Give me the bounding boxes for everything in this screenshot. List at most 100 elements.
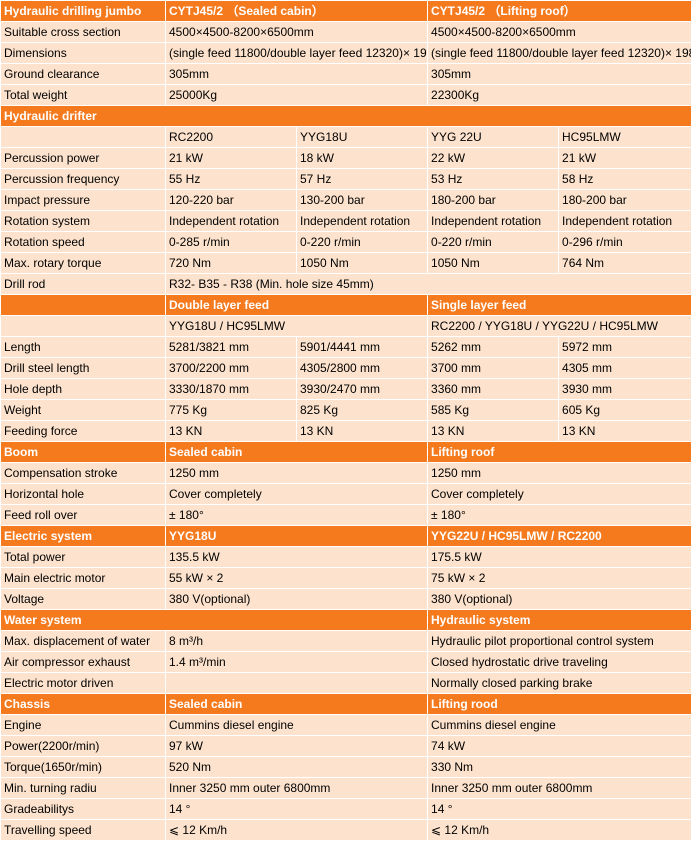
cell: 74 kW — [428, 736, 691, 757]
model-b-header: CYTJ45/2 （Lifting roof） — [428, 1, 691, 22]
cell: Cummins diesel engine — [166, 715, 428, 736]
cell: ± 180° — [428, 505, 691, 526]
table-row: Engine Cummins diesel engine Cummins die… — [1, 715, 691, 736]
cell: Inner 3250 mm outer 6800mm — [166, 778, 428, 799]
row-label — [1, 316, 166, 337]
cell: ⩽ 12 Km/h — [166, 820, 428, 841]
row-label: Min. turning radiu — [1, 778, 166, 799]
row-label: Air compressor exhaust — [1, 652, 166, 673]
row-label: Feed roll over — [1, 505, 166, 526]
cell: 3930/2470 mm — [297, 379, 428, 400]
cell: 22300Kg — [428, 85, 691, 106]
table-row: Drill steel length 3700/2200 mm 4305/280… — [1, 358, 691, 379]
row-label: Drill rod — [1, 274, 166, 295]
row-label: Percussion power — [1, 148, 166, 169]
cell: 21 kW — [559, 148, 691, 169]
cell: 0-220 r/min — [297, 232, 428, 253]
row-label: Percussion frequency — [1, 169, 166, 190]
cell: 97 kW — [166, 736, 428, 757]
table-row: Hole depth 3330/1870 mm 3930/2470 mm 336… — [1, 379, 691, 400]
cell: 4305/2800 mm — [297, 358, 428, 379]
header-row: Hydraulic drilling jumbo CYTJ45/2 （Seale… — [1, 1, 691, 22]
row-label: Gradeabilitys — [1, 799, 166, 820]
section-title: Water system — [1, 610, 428, 631]
row-label: Rotation speed — [1, 232, 166, 253]
cell: 305mm — [428, 64, 691, 85]
cell: 13 KN — [559, 421, 691, 442]
cell: 3700 mm — [428, 358, 559, 379]
cell: 175.5 kW — [428, 547, 691, 568]
cell — [166, 673, 428, 694]
cell: 5901/4441 mm — [297, 337, 428, 358]
section-title — [1, 295, 166, 316]
cell: 585 Kg — [428, 400, 559, 421]
cell: Independent rotation — [297, 211, 428, 232]
section-header-drifter: Hydraulic drifter — [1, 106, 691, 127]
cell: 120-220 bar — [166, 190, 297, 211]
cell: 130-200 bar — [297, 190, 428, 211]
cell: 5972 mm — [559, 337, 691, 358]
cell: YYG 22U — [428, 127, 559, 148]
cell: 135.5 kW — [166, 547, 428, 568]
cell: YYG18U — [297, 127, 428, 148]
cell: Independent rotation — [166, 211, 297, 232]
cell: 0-220 r/min — [428, 232, 559, 253]
row-label: Weight — [1, 400, 166, 421]
cell: 180-200 bar — [559, 190, 691, 211]
cell: 18 kW — [297, 148, 428, 169]
cell: 3360 mm — [428, 379, 559, 400]
table-row: Percussion frequency 55 Hz 57 Hz 53 Hz 5… — [1, 169, 691, 190]
cell: 1.4 m³/min — [166, 652, 428, 673]
cell: 5262 mm — [428, 337, 559, 358]
table-row: Weight 775 Kg 825 Kg 585 Kg 605 Kg — [1, 400, 691, 421]
table-row: Max. displacement of water 8 m³/h Hydrau… — [1, 631, 691, 652]
table-row: Feed roll over ± 180° ± 180° — [1, 505, 691, 526]
cell: 13 KN — [428, 421, 559, 442]
cell: Normally closed parking brake — [428, 673, 691, 694]
section-title: Electric system — [1, 526, 166, 547]
section-subtitle: YYG18U — [166, 526, 428, 547]
table-row: Ground clearance 305mm 305mm — [1, 64, 691, 85]
table-title: Hydraulic drilling jumbo — [1, 1, 166, 22]
cell: 8 m³/h — [166, 631, 428, 652]
table-row: Max. rotary torque 720 Nm 1050 Nm 1050 N… — [1, 253, 691, 274]
table-row: Min. turning radiu Inner 3250 mm outer 6… — [1, 778, 691, 799]
table-row: Length 5281/3821 mm 5901/4441 mm 5262 mm… — [1, 337, 691, 358]
table-row: Total weight 25000Kg 22300Kg — [1, 85, 691, 106]
section-subtitle: Lifting rood — [428, 694, 691, 715]
table-row: Dimensions (single feed 11800/double lay… — [1, 43, 691, 64]
table-row: Total power 135.5 kW 175.5 kW — [1, 547, 691, 568]
cell: Independent rotation — [559, 211, 691, 232]
cell: 3700/2200 mm — [166, 358, 297, 379]
row-label: Impact pressure — [1, 190, 166, 211]
cell: (single feed 11800/double layer feed 123… — [428, 43, 691, 64]
cell: Cover completely — [428, 484, 691, 505]
row-label: Drill steel length — [1, 358, 166, 379]
section-title: Chassis — [1, 694, 166, 715]
cell: Inner 3250 mm outer 6800mm — [428, 778, 691, 799]
row-label: Horizontal hole — [1, 484, 166, 505]
table-row: Compensation stroke 1250 mm 1250 mm — [1, 463, 691, 484]
cell: 380 V(optional) — [166, 589, 428, 610]
table-row: Feeding force 13 KN 13 KN 13 KN 13 KN — [1, 421, 691, 442]
table-row: Drill rod R32- B35 - R38 (Min. hole size… — [1, 274, 691, 295]
cell: 21 kW — [166, 148, 297, 169]
row-label: Total power — [1, 547, 166, 568]
cell: YYG18U / HC95LMW — [166, 316, 428, 337]
row-label: Suitable cross section — [1, 22, 166, 43]
row-label: Ground clearance — [1, 64, 166, 85]
cell: 5281/3821 mm — [166, 337, 297, 358]
table-row: Horizontal hole Cover completely Cover c… — [1, 484, 691, 505]
row-label: Max. displacement of water — [1, 631, 166, 652]
cell: 1250 mm — [166, 463, 428, 484]
cell: 53 Hz — [428, 169, 559, 190]
row-label: Total weight — [1, 85, 166, 106]
cell: ± 180° — [166, 505, 428, 526]
table-row: Voltage 380 V(optional) 380 V(optional) — [1, 589, 691, 610]
table-row: Electric motor driven Normally closed pa… — [1, 673, 691, 694]
cell: 1050 Nm — [428, 253, 559, 274]
cell: 180-200 bar — [428, 190, 559, 211]
row-label: Voltage — [1, 589, 166, 610]
section-header-feed: Double layer feed Single layer feed — [1, 295, 691, 316]
table-row: RC2200 YYG18U YYG 22U HC95LMW — [1, 127, 691, 148]
